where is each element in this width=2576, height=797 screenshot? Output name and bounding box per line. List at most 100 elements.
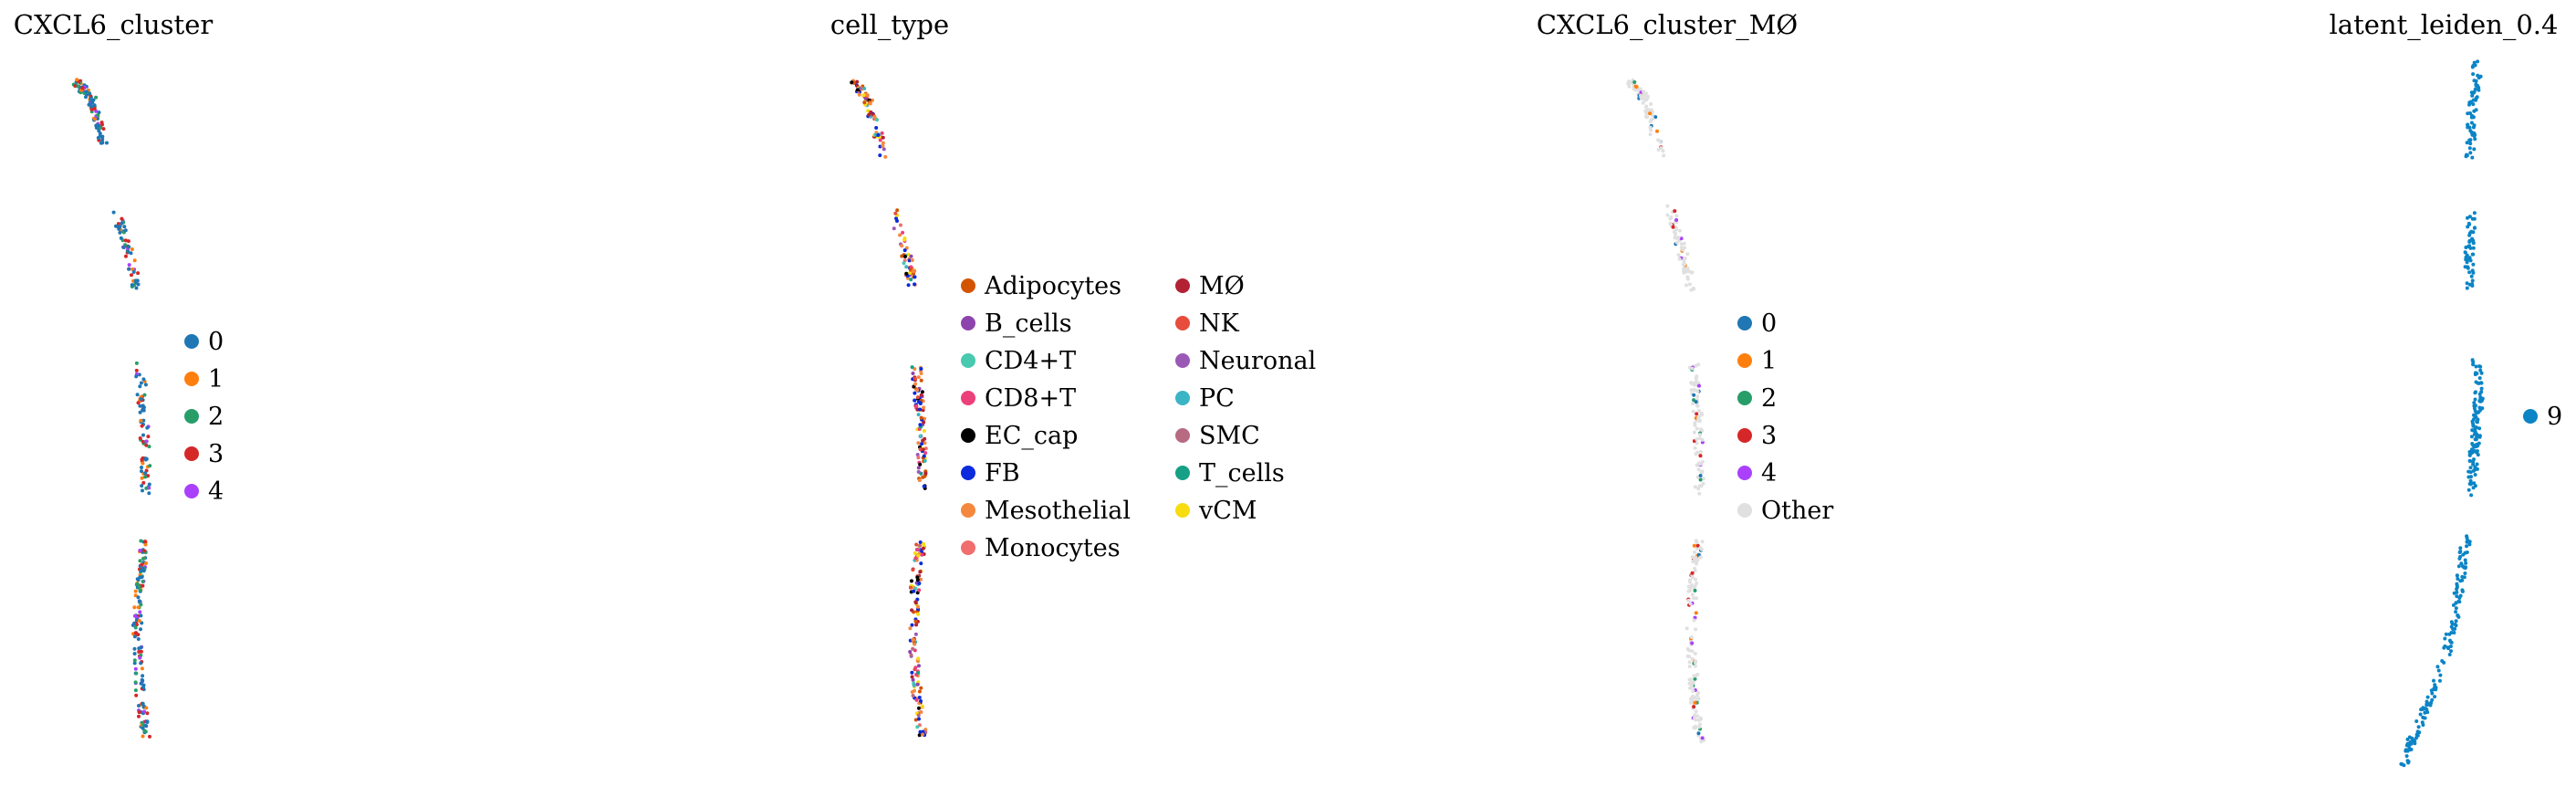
scatter-point	[2465, 544, 2468, 549]
legend-label: Neuronal	[1199, 347, 1316, 375]
scatter-point	[76, 84, 80, 89]
legend-label: 4	[208, 477, 224, 506]
scatter-point	[2467, 102, 2471, 107]
scatter-point	[2436, 668, 2441, 673]
panel-cell-type: cell_type Adipocytes B_cells CD4+T CD8+T EC_…	[830, 9, 1316, 738]
scatter-point	[1693, 430, 1696, 435]
scatter-point	[908, 271, 913, 276]
scatter-point	[1656, 148, 1661, 152]
scatter-point	[2471, 246, 2476, 250]
scatter-point	[1665, 213, 1670, 217]
scatter-point	[1691, 409, 1695, 414]
legend-item: MØ	[1175, 272, 1245, 300]
scatter-point	[920, 732, 924, 737]
scatter-point	[134, 368, 139, 372]
scatter-point	[1649, 102, 1653, 106]
scatter-point	[89, 94, 93, 99]
scatter-point	[133, 666, 138, 671]
scatter-points	[2399, 59, 2485, 768]
scatter-point	[1684, 269, 1688, 274]
scatter-point	[132, 634, 137, 639]
scatter-point	[2469, 447, 2474, 452]
scatter-point	[876, 133, 881, 137]
scatter-point	[124, 254, 128, 258]
legend-label: FB	[985, 459, 1020, 488]
scatter-point	[144, 561, 148, 565]
scatter-point	[2471, 102, 2476, 107]
scatter-point	[1685, 277, 1690, 281]
legend-item: 0	[184, 328, 224, 356]
scatter-point	[1695, 412, 1699, 416]
scatter-point	[1677, 257, 1682, 261]
scatter-point	[2469, 435, 2474, 439]
scatter-point	[2425, 695, 2430, 699]
scatter-point	[920, 390, 924, 394]
scatter-point	[139, 613, 143, 618]
legend-item: PC	[1175, 384, 1235, 413]
scatter-point	[141, 439, 145, 444]
scatter-point	[1688, 602, 1693, 606]
scatter-point	[140, 562, 144, 567]
scatter-point	[89, 104, 94, 109]
scatter-point	[2471, 72, 2476, 77]
scatter-point	[1684, 283, 1688, 288]
scatter-point	[910, 690, 914, 694]
scatter-point	[1645, 94, 1650, 99]
scatter-point	[1687, 282, 1692, 287]
scatter-point	[2478, 368, 2483, 372]
legend-marker	[1737, 503, 1752, 518]
scatter-point	[1690, 656, 1695, 661]
scatter-point	[881, 147, 886, 152]
scatter-point	[84, 89, 89, 94]
scatter-point	[917, 706, 921, 710]
scatter-point	[2467, 125, 2472, 130]
scatter-point	[911, 568, 915, 572]
scatter-point	[137, 646, 141, 651]
scatter-point	[2466, 257, 2470, 262]
scatter-point	[2451, 603, 2456, 607]
scatter-point	[1695, 404, 1700, 408]
legend: 0 1 2 3 4 Other	[1737, 309, 1833, 525]
scatter-point	[139, 397, 143, 402]
scatter-point	[2470, 282, 2475, 286]
legend: 9	[2523, 403, 2562, 431]
scatter-point	[911, 269, 915, 274]
scatter-point	[913, 551, 917, 555]
scatter-point	[2474, 425, 2478, 430]
scatter-point	[1651, 113, 1654, 118]
scatter-point	[902, 248, 907, 253]
scatter-point	[2473, 137, 2477, 142]
scatter-point	[141, 701, 145, 706]
scatter-point	[2473, 397, 2477, 402]
legend-label: Mesothelial	[985, 497, 1131, 525]
scatter-point	[1681, 247, 1685, 252]
legend-marker	[1175, 278, 1190, 293]
scatter-point	[920, 442, 923, 446]
scatter-point	[2455, 583, 2459, 588]
scatter-point	[126, 249, 130, 254]
legend-label: 0	[1761, 309, 1777, 338]
scatter-point	[915, 395, 920, 400]
scatter-point	[893, 211, 898, 215]
scatter-point	[2477, 410, 2481, 414]
legend-marker	[961, 353, 975, 368]
scatter-point	[913, 282, 917, 287]
scatter-point	[1698, 449, 1703, 454]
scatter-point	[111, 210, 116, 215]
scatter-point	[909, 265, 913, 269]
scatter-point	[138, 436, 142, 440]
scatter-point	[147, 445, 151, 449]
scatter-point	[1697, 484, 1702, 488]
scatter-point	[2472, 406, 2477, 411]
scatter-point	[1655, 129, 1659, 133]
legend-item: FB	[961, 459, 1020, 488]
scatter-point	[118, 230, 122, 235]
scatter-point	[2458, 593, 2463, 598]
legend-label: 1	[1761, 347, 1777, 375]
scatter-point	[918, 462, 923, 467]
scatter-point	[2413, 739, 2417, 743]
legend-marker	[1737, 428, 1752, 443]
scatter-point	[1694, 596, 1698, 601]
scatter-point	[1695, 559, 1699, 563]
scatter-point	[2471, 115, 2476, 120]
